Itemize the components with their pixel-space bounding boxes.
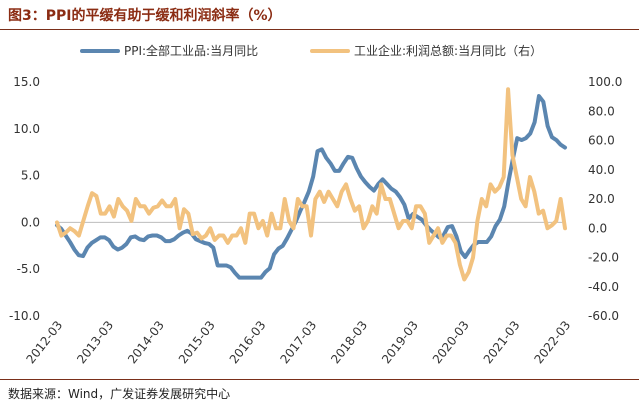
right-axis-tick-label: 60.0 bbox=[588, 134, 615, 148]
right-axis-tick-label: 20.0 bbox=[588, 192, 615, 206]
left-axis-tick-label: 10.0 bbox=[13, 122, 40, 136]
x-axis-tick-label: 2017-03 bbox=[277, 318, 319, 366]
chart-title: 图3：PPI的平缓有助于缓和利润斜率（%） bbox=[8, 8, 282, 24]
left-axis-tick-label: 15.0 bbox=[13, 75, 40, 89]
right-axis-tick-label: -60.0 bbox=[588, 309, 619, 323]
x-axis-tick-label: 2012-03 bbox=[23, 318, 65, 366]
right-axis-tick-label: -20.0 bbox=[588, 251, 619, 265]
right-axis-tick-label: -40.0 bbox=[588, 280, 619, 294]
source-bar: 数据来源：Wind，广发证券发展研究中心 bbox=[0, 379, 639, 406]
x-axis-tick-label: 2019-03 bbox=[379, 318, 421, 366]
legend-item-profit-label: 工业企业:利润总额:当月同比（右） bbox=[354, 43, 542, 58]
series-line-profit bbox=[55, 87, 567, 282]
chart-area: 15.0 10.0 5.0 0.0 -5.0 -10.0 100.0 80.0 60.0 40.0… bbox=[0, 32, 639, 376]
x-axis-tick-label: 2014-03 bbox=[125, 318, 167, 366]
series-line-ppi bbox=[55, 94, 567, 280]
x-axis-tick-label: 2021-03 bbox=[481, 318, 523, 366]
title-bar: 图3：PPI的平缓有助于缓和利润斜率（%） bbox=[0, 0, 639, 30]
x-axis-tick-label: 2018-03 bbox=[328, 318, 370, 366]
x-axis-tick-label: 2015-03 bbox=[176, 318, 218, 366]
right-axis-tick-label: 100.0 bbox=[588, 75, 622, 89]
x-axis-tick-label: 2013-03 bbox=[74, 318, 116, 366]
right-axis-tick-label: 40.0 bbox=[588, 163, 615, 177]
right-axis-tick-label: 80.0 bbox=[588, 104, 615, 118]
source-note: 数据来源：Wind，广发证券发展研究中心 bbox=[8, 387, 231, 401]
left-axis-tick-label: -10.0 bbox=[9, 309, 40, 323]
line-chart: 15.0 10.0 5.0 0.0 -5.0 -10.0 100.0 80.0 60.0 40.0… bbox=[9, 43, 622, 366]
left-axis-tick-label: 5.0 bbox=[21, 169, 40, 183]
x-axis-tick-label: 2020-03 bbox=[430, 318, 472, 366]
right-axis-tick-label: 0.0 bbox=[588, 221, 607, 235]
left-axis-tick-label: 0.0 bbox=[21, 215, 40, 229]
left-axis-tick-label: -5.0 bbox=[17, 262, 40, 276]
x-axis-tick-label: 2016-03 bbox=[227, 318, 269, 366]
x-axis-tick-label: 2022-03 bbox=[531, 318, 573, 366]
legend-item-ppi-label: PPI:全部工业品:当月同比 bbox=[124, 43, 258, 58]
